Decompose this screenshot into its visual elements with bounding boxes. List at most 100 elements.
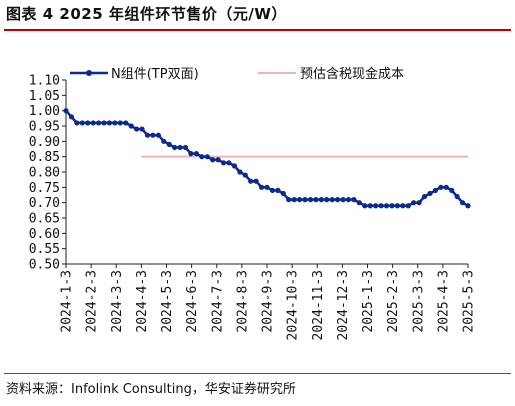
data-point xyxy=(199,154,205,160)
data-point xyxy=(443,184,449,190)
axes xyxy=(65,80,468,265)
data-point xyxy=(275,187,281,193)
data-point xyxy=(144,132,151,138)
data-point xyxy=(237,169,243,175)
data-point xyxy=(155,132,161,138)
data-point xyxy=(166,141,172,147)
data-point xyxy=(405,203,411,209)
y-tick-label: 0.80 xyxy=(29,166,60,181)
legend-cost-label: 预估含税现金成本 xyxy=(300,66,404,82)
x-tick-label: 2024-2-3 xyxy=(85,270,100,333)
data-point xyxy=(220,160,227,166)
data-point xyxy=(248,178,254,184)
data-point xyxy=(367,203,373,209)
x-tick-label: 2025-2-3 xyxy=(386,270,401,333)
line-chart: 1.101.051.000.950.900.850.800.750.700.65… xyxy=(29,66,477,340)
data-point xyxy=(182,144,189,151)
data-point xyxy=(95,120,102,126)
data-point xyxy=(400,203,406,209)
data-point xyxy=(258,184,265,190)
data-point xyxy=(193,151,199,157)
y-tick-label: 1.10 xyxy=(29,74,60,89)
data-point xyxy=(351,197,357,203)
data-point xyxy=(416,200,422,206)
data-point xyxy=(226,160,232,166)
data-point xyxy=(242,172,248,178)
data-point xyxy=(204,154,210,160)
y-tick-label: 0.95 xyxy=(29,120,60,135)
x-tick-label: 2024-8-3 xyxy=(235,270,250,333)
x-tick-label: 2024-6-3 xyxy=(185,270,200,333)
y-tick-label: 0.90 xyxy=(29,135,60,150)
x-tick-label: 2024-1-3 xyxy=(60,270,75,333)
data-point xyxy=(411,200,417,206)
y-tick-label: 0.50 xyxy=(29,258,60,273)
data-point xyxy=(302,197,308,203)
x-tick-label: 2024-12-3 xyxy=(336,270,351,340)
data-point xyxy=(134,126,140,132)
data-point xyxy=(123,120,129,126)
data-point xyxy=(356,200,362,206)
data-point xyxy=(427,190,433,197)
data-point xyxy=(85,120,91,126)
data-point xyxy=(101,120,107,126)
data-point xyxy=(383,203,390,209)
data-point xyxy=(286,197,292,203)
data-point xyxy=(128,123,134,129)
legend-series-label: N组件(TP双面) xyxy=(111,67,199,82)
data-point xyxy=(389,203,395,209)
x-tick-label: 2024-9-3 xyxy=(261,270,276,333)
data-point xyxy=(90,120,96,126)
x-tick-label: 2024-4-3 xyxy=(135,270,150,333)
data-point xyxy=(150,132,156,138)
x-axis-ticks: 2024-1-3 2024-2-3 2024-3-3 2024-4-3 2024-5-3… xyxy=(60,264,477,340)
y-tick-label: 0.75 xyxy=(29,181,60,196)
data-point xyxy=(362,203,368,209)
data-point xyxy=(318,197,324,203)
data-point xyxy=(74,120,80,126)
data-point xyxy=(421,193,428,200)
data-point xyxy=(280,190,286,197)
data-point xyxy=(117,120,123,126)
x-tick-label: 2024-7-3 xyxy=(210,270,225,333)
data-point xyxy=(454,193,460,200)
legend: N组件(TP双面) 预估含税现金成本 xyxy=(70,66,404,82)
y-axis-ticks: 1.101.051.000.950.900.850.800.750.700.65… xyxy=(29,74,66,273)
data-point xyxy=(459,200,466,206)
data-point xyxy=(335,197,341,203)
y-tick-label: 1.05 xyxy=(29,89,60,104)
data-point xyxy=(373,203,379,209)
x-tick-label: 2025-4-3 xyxy=(436,270,451,333)
data-point xyxy=(172,144,178,151)
y-tick-label: 0.60 xyxy=(29,227,60,242)
data-point xyxy=(112,120,118,126)
x-tick-label: 2025-1-3 xyxy=(361,270,376,333)
x-tick-label: 2024-3-3 xyxy=(110,270,125,333)
y-tick-label: 0.85 xyxy=(29,150,60,165)
data-point xyxy=(177,144,183,151)
data-point xyxy=(210,157,216,163)
data-point xyxy=(307,197,314,203)
x-tick-label: 2024-11-3 xyxy=(311,270,326,340)
y-tick-label: 0.65 xyxy=(29,212,60,227)
source-divider xyxy=(4,373,511,374)
data-point xyxy=(106,120,113,126)
data-point xyxy=(465,203,471,209)
x-tick-label: 2025-3-3 xyxy=(411,270,426,333)
x-tick-label: 2024-10-3 xyxy=(286,270,301,340)
data-point xyxy=(188,151,194,157)
x-tick-label: 2025-5-3 xyxy=(462,270,477,333)
data-point xyxy=(253,178,259,184)
data-point xyxy=(449,187,455,193)
data-point xyxy=(340,197,346,203)
data-point xyxy=(394,203,400,209)
chart-title: 图表 4 2025 年组件环节售价（元/W） xyxy=(6,5,287,23)
data-point xyxy=(79,120,85,126)
data-point xyxy=(432,187,439,193)
data-point xyxy=(68,114,75,120)
data-point xyxy=(231,163,238,169)
data-point xyxy=(291,197,297,203)
legend-series-marker xyxy=(86,70,92,76)
data-point xyxy=(215,157,221,163)
x-tick-label: 2024-5-3 xyxy=(160,270,175,333)
